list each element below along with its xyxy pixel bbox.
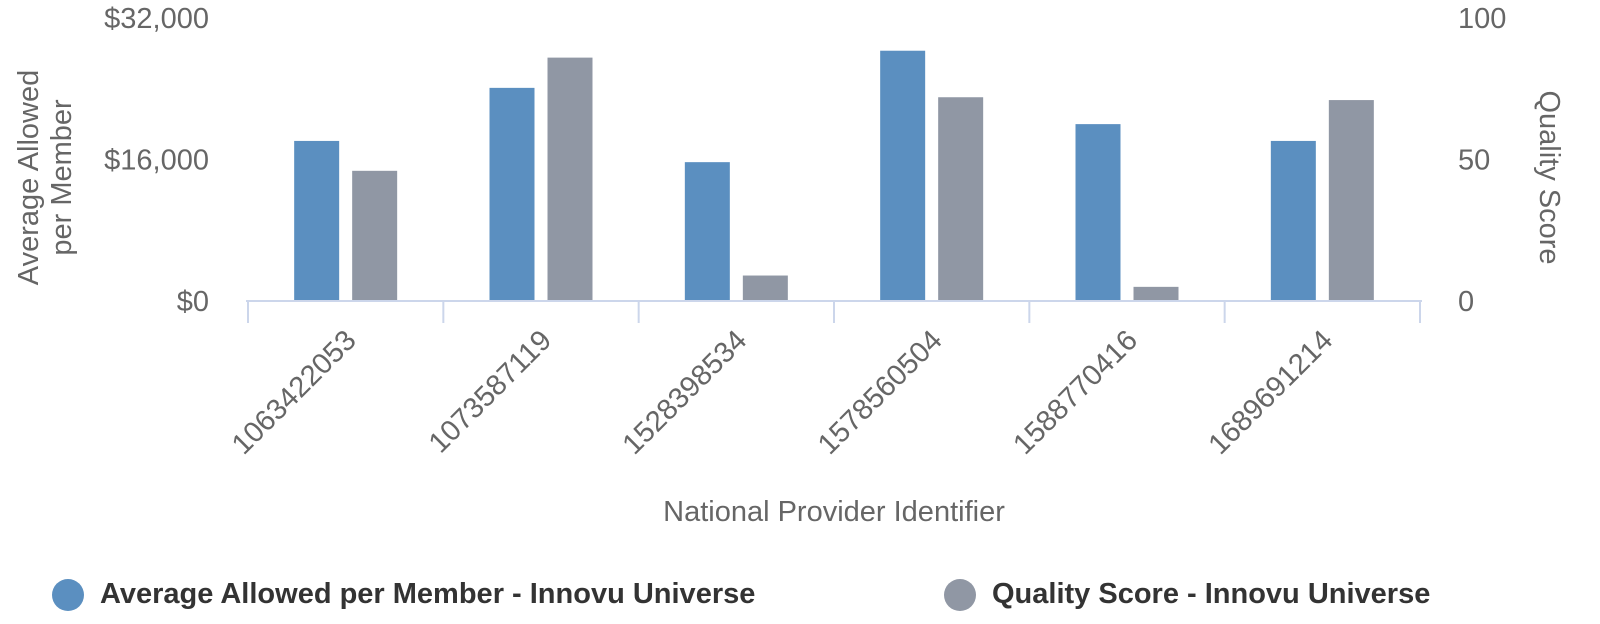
left-y-tick-label: $16,000 xyxy=(104,145,209,177)
x-tick-label-1063422053: 1063422053 xyxy=(226,324,363,461)
bar-average-allowed-per-member-1588770416[interactable] xyxy=(1075,124,1121,301)
bar-quality-score-1073587119[interactable] xyxy=(547,57,593,302)
x-tick-labels: 1063422053 1073587119 1528398534 1578560504… xyxy=(226,324,1339,461)
bar-quality-score-1588770416[interactable] xyxy=(1133,286,1179,301)
legend-swatch-avg-allowed xyxy=(52,578,84,611)
bar-average-allowed-per-member-1073587119[interactable] xyxy=(489,87,535,301)
bar-average-allowed-per-member-1528398534[interactable] xyxy=(684,162,730,301)
x-tick-label-1073587119: 1073587119 xyxy=(423,324,558,459)
right-y-tick-label: 50 xyxy=(1458,145,1490,177)
bar-quality-score-1689691214[interactable] xyxy=(1328,100,1374,301)
left-y-tick-label: $0 xyxy=(177,286,209,318)
right-y-tick-label: 100 xyxy=(1458,3,1506,35)
x-tick-label-1588770416: 1588770416 xyxy=(1007,324,1144,461)
x-tick-label-1578560504: 1578560504 xyxy=(812,324,949,461)
bar-quality-score-1063422053[interactable] xyxy=(352,170,398,301)
x-tick-label-1528398534: 1528398534 xyxy=(617,324,754,461)
left-axis-title: Average Allowedper Member xyxy=(13,70,78,286)
legend-item-avg-allowed[interactable]: Average Allowed per Member - Innovu Univ… xyxy=(52,578,755,611)
legend-label-quality-score: Quality Score - Innovu Universe xyxy=(992,578,1431,610)
right-axis-title: Quality Score xyxy=(1533,90,1565,264)
bars-layer xyxy=(294,50,1374,302)
bar-average-allowed-per-member-1578560504[interactable] xyxy=(880,50,926,301)
x-tick-label-1689691214: 1689691214 xyxy=(1203,324,1340,461)
bar-quality-score-1578560504[interactable] xyxy=(938,97,984,302)
legend: Average Allowed per Member - Innovu Univ… xyxy=(0,578,1600,624)
right-y-tick-label: 0 xyxy=(1458,286,1474,318)
chart-svg: $0 $16,000 $32,000 0 50 100 1063422053 107358… xyxy=(13,3,1565,528)
x-axis-title: National Provider Identifier xyxy=(663,496,1005,528)
x-ticks-layer xyxy=(247,301,1421,323)
bar-quality-score-1528398534[interactable] xyxy=(742,275,788,301)
legend-label-avg-allowed: Average Allowed per Member - Innovu Univ… xyxy=(100,578,756,610)
left-y-tick-labels: $0 $16,000 $32,000 xyxy=(104,3,209,318)
legend-swatch-quality-score xyxy=(944,578,976,611)
left-y-tick-label: $32,000 xyxy=(104,3,209,35)
bar-average-allowed-per-member-1689691214[interactable] xyxy=(1270,140,1316,301)
right-y-tick-labels: 0 50 100 xyxy=(1458,3,1506,318)
bar-average-allowed-per-member-1063422053[interactable] xyxy=(294,140,340,301)
legend-item-quality-score[interactable]: Quality Score - Innovu Universe xyxy=(944,578,1430,611)
